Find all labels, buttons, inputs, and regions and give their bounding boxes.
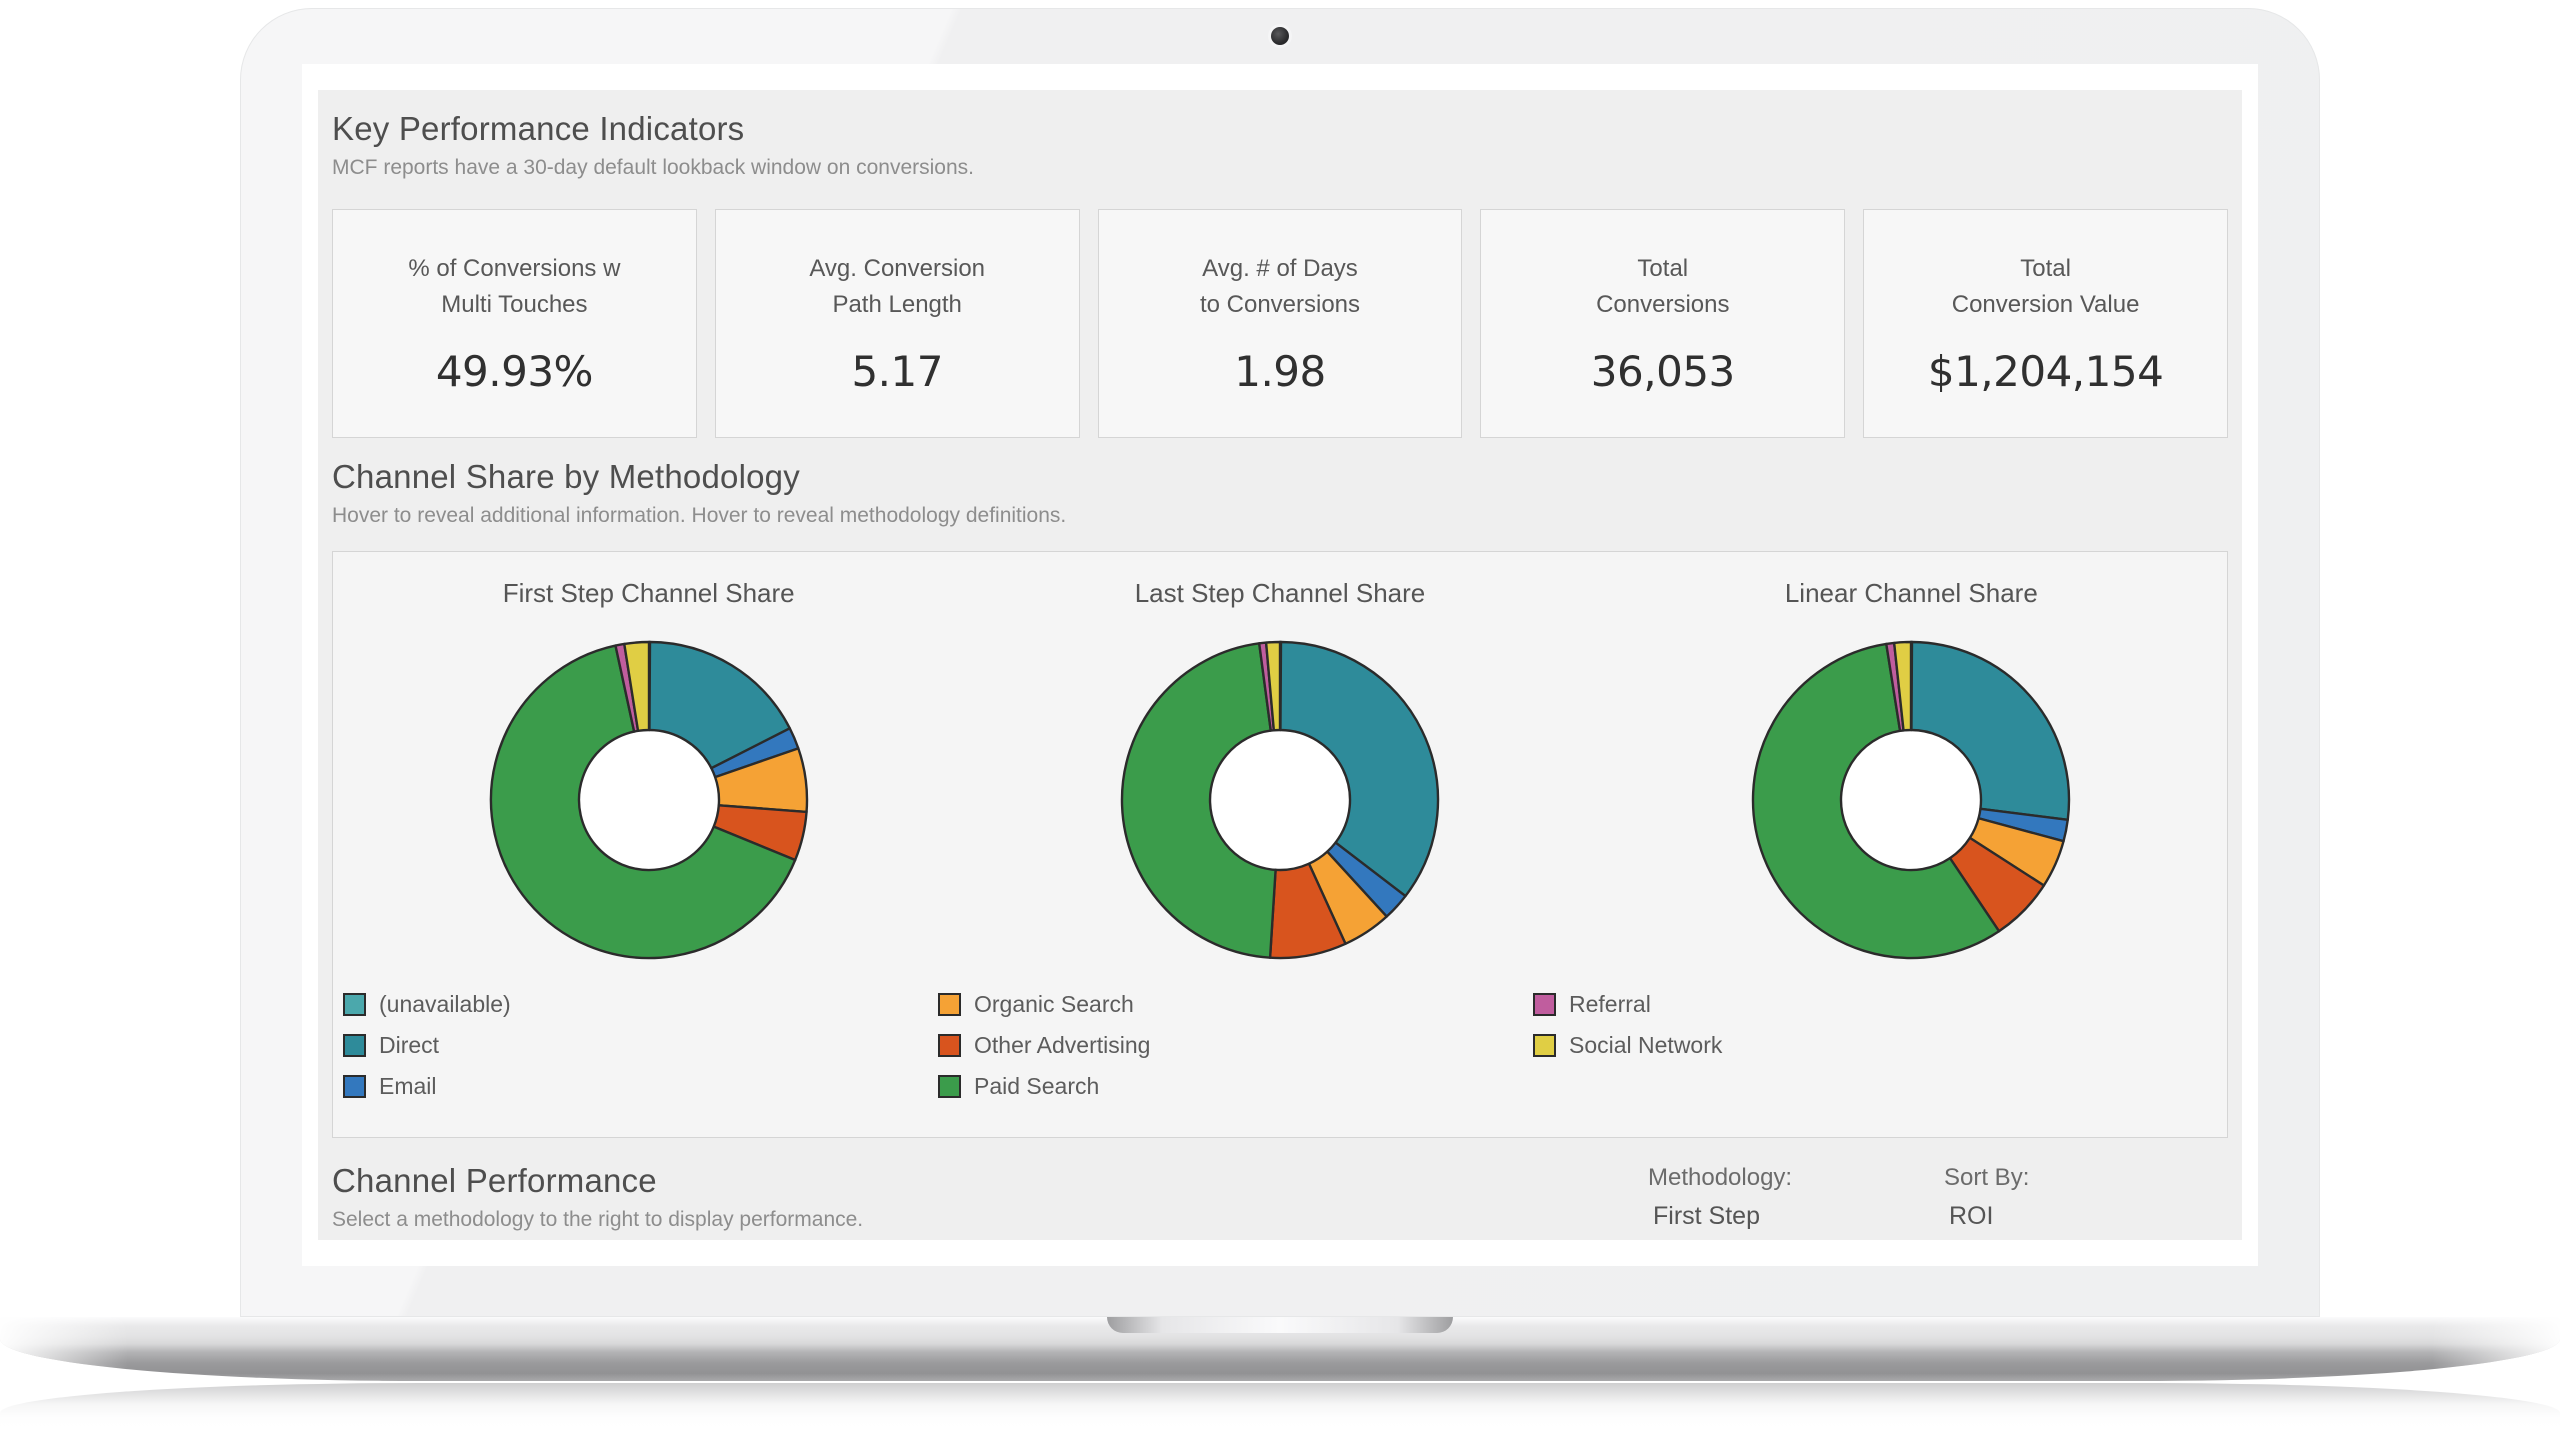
dashboard: Key Performance Indicators MCF reports h…	[318, 90, 2242, 1240]
donut-chart-1: Last Step Channel Share	[964, 552, 1595, 965]
legend-column-1: Organic Search Other Advertising Paid Sear…	[938, 990, 1533, 1115]
legend-swatch-icon	[938, 992, 961, 1016]
pie-slice-social-network[interactable]	[622, 640, 650, 733]
donut-hole	[576, 728, 721, 872]
kpi-card-2: Avg. # of Days to Conversions 1.98	[1097, 209, 1463, 438]
pie-slice-direct[interactable]	[1279, 640, 1440, 898]
kpi-card-4: Total Conversion Value $1,204,154	[1863, 209, 2228, 438]
pie-slice-social-network[interactable]	[1893, 640, 1913, 732]
sort-by-value[interactable]: ROI	[1949, 1202, 1994, 1230]
legend-label: Social Network	[1569, 1031, 1723, 1058]
legend-swatch-icon	[343, 1033, 366, 1057]
laptop-lid: Key Performance Indicators MCF reports h…	[240, 8, 2320, 1317]
legend-item-referral[interactable]: Referral	[1533, 990, 2128, 1017]
donut-chart-0: First Step Channel Share	[333, 552, 964, 965]
legend-label: Other Advertising	[974, 1031, 1151, 1058]
channel-share-subtitle: Hover to reveal additional information. …	[332, 504, 1067, 527]
sort-by-label: Sort By:	[1944, 1164, 2030, 1191]
donut-chart-title: First Step Channel Share	[502, 578, 795, 608]
pie-slice-paid-search[interactable]	[489, 644, 797, 960]
channel-performance-section: Channel Performance Select a methodology…	[332, 1162, 2228, 1240]
kpi-label: Total Conversion Value	[1951, 255, 2140, 318]
channel-share-section-header: Channel Share by Methodology Hover to re…	[332, 458, 1066, 528]
legend-label: Organic Search	[974, 990, 1134, 1017]
donut-chart-title: Last Step Channel Share	[1134, 578, 1426, 608]
legend-label: Referral	[1569, 990, 1651, 1017]
kpi-label: Avg. Conversion Path Length	[809, 255, 986, 318]
kpi-card-0: % of Conversions w Multi Touches 49.93%	[332, 209, 697, 438]
pie-slice-direct[interactable]	[647, 640, 791, 770]
kpi-section-header: Key Performance Indicators MCF reports h…	[332, 110, 974, 180]
legend-item-direct[interactable]: Direct	[343, 1031, 938, 1058]
kpi-value: 49.93%	[435, 347, 594, 396]
donut-hole	[1839, 728, 1984, 872]
pie-slice-direct[interactable]	[1910, 640, 2071, 821]
legend-label: (unavailable)	[379, 990, 511, 1017]
legend-swatch-icon	[343, 992, 366, 1016]
kpi-card-3: Total Conversions 36,053	[1480, 209, 1846, 438]
laptop-base	[0, 1317, 2560, 1381]
legend-item-social-network[interactable]: Social Network	[1533, 1031, 2128, 1058]
legend-label: Direct	[379, 1031, 440, 1058]
legend-swatch-icon	[938, 1033, 961, 1057]
kpi-label: Total Conversions	[1596, 255, 1730, 318]
channel-legend: (unavailable) Direct Email Organic Search Ot…	[343, 990, 2128, 1115]
pie-slice-paid-search[interactable]	[1752, 642, 2001, 960]
legend-swatch-icon	[343, 1074, 366, 1098]
legend-swatch-icon	[938, 1074, 961, 1098]
legend-item-organic-search[interactable]: Organic Search	[938, 990, 1533, 1017]
laptop-reflection	[0, 1383, 2560, 1430]
kpi-section-title: Key Performance Indicators	[332, 110, 745, 147]
legend-item--unavailable-[interactable]: (unavailable)	[343, 990, 938, 1017]
channel-share-panel: First Step Channel Share Last Step Channe…	[332, 551, 2228, 1138]
methodology-parameter[interactable]: Methodology: First Step	[1648, 1164, 1792, 1231]
legend-swatch-icon	[1533, 1033, 1556, 1057]
donut-chart-svg[interactable]	[1115, 635, 1445, 965]
kpi-label: % of Conversions w Multi Touches	[408, 255, 621, 318]
laptop-hinge-notch	[1107, 1317, 1453, 1333]
kpi-value: 1.98	[1234, 347, 1326, 396]
methodology-label: Methodology:	[1648, 1164, 1793, 1191]
legend-label: Email	[379, 1072, 437, 1099]
kpi-label: Avg. # of Days to Conversions	[1199, 255, 1361, 318]
channel-share-title: Channel Share by Methodology	[332, 458, 800, 495]
legend-swatch-icon	[1533, 992, 1556, 1016]
donut-chart-svg[interactable]	[1746, 635, 2076, 965]
sort-by-parameter[interactable]: Sort By: ROI	[1944, 1164, 2029, 1231]
donut-chart-svg[interactable]	[484, 635, 814, 965]
pie-slice-paid-search[interactable]	[1120, 642, 1277, 959]
donut-chart-title: Linear Channel Share	[1784, 578, 2038, 608]
kpi-value: $1,204,154	[1927, 347, 2164, 396]
legend-item-paid-search[interactable]: Paid Search	[938, 1072, 1533, 1099]
laptop-screen: Key Performance Indicators MCF reports h…	[302, 64, 2258, 1266]
legend-item-email[interactable]: Email	[343, 1072, 938, 1099]
channel-performance-title: Channel Performance	[332, 1162, 657, 1199]
donut-charts-row: First Step Channel Share Last Step Channe…	[333, 552, 2227, 965]
legend-item-other-advertising[interactable]: Other Advertising	[938, 1031, 1533, 1058]
webcam-icon	[1271, 27, 1289, 45]
legend-label: Paid Search	[974, 1072, 1100, 1099]
legend-column-0: (unavailable) Direct Email	[343, 990, 938, 1115]
legend-column-2: Referral Social Network	[1533, 990, 2128, 1115]
kpi-value: 36,053	[1590, 347, 1735, 396]
donut-chart-2: Linear Channel Share	[1596, 552, 2227, 965]
pie-slice-social-network[interactable]	[1264, 640, 1282, 732]
kpi-section-subtitle: MCF reports have a 30-day default lookba…	[332, 156, 974, 179]
donut-hole	[1207, 728, 1352, 872]
kpi-card-row: % of Conversions w Multi Touches 49.93% Avg…	[332, 209, 2228, 438]
methodology-value[interactable]: First Step	[1653, 1202, 1760, 1230]
kpi-value: 5.17	[851, 347, 943, 396]
kpi-card-1: Avg. Conversion Path Length 5.17	[714, 209, 1080, 438]
channel-performance-subtitle: Select a methodology to the right to dis…	[332, 1208, 864, 1231]
